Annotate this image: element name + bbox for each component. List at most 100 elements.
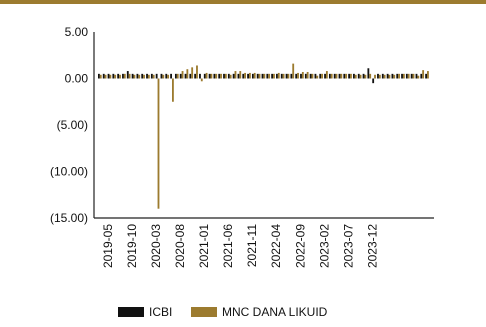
bar-mnc-dana-likuid	[234, 71, 237, 79]
bar-mnc-dana-likuid	[359, 74, 362, 79]
bar-icbi	[295, 73, 298, 79]
bar-icbi	[271, 73, 274, 79]
x-tick-label: 2019-05	[101, 224, 115, 268]
bar-mnc-dana-likuid	[354, 74, 357, 79]
bar-icbi	[242, 73, 245, 79]
bar-mnc-dana-likuid	[220, 73, 222, 79]
bar-icbi	[377, 73, 379, 79]
bar-mnc-dana-likuid	[152, 74, 155, 79]
bar-mnc-dana-likuid	[277, 72, 280, 79]
x-tick-label: 2023-12	[366, 224, 380, 268]
bar-icbi	[247, 73, 249, 79]
bar-mnc-dana-likuid	[99, 74, 102, 79]
bar-mnc-dana-likuid	[345, 73, 348, 79]
y-tick-label: (10.00)	[50, 165, 88, 179]
bar-icbi	[213, 73, 216, 79]
bar-icbi	[227, 73, 230, 79]
bar-icbi	[280, 73, 283, 79]
bar-mnc-dana-likuid	[104, 74, 107, 79]
bar-icbi	[338, 73, 341, 79]
bar-mnc-dana-likuid	[224, 73, 227, 79]
bar-icbi	[425, 73, 428, 79]
bar-mnc-dana-likuid	[311, 73, 314, 79]
bar-icbi	[107, 73, 110, 79]
bar-icbi	[261, 73, 264, 79]
x-tick-label: 2020-03	[149, 224, 163, 268]
x-tick-label: 2019-10	[125, 224, 139, 268]
bar-icbi	[367, 68, 370, 79]
bar-icbi	[357, 73, 360, 79]
bar-mnc-dana-likuid	[176, 73, 179, 79]
bar-mnc-dana-likuid	[282, 73, 285, 79]
y-tick-label: (15.00)	[50, 211, 88, 225]
bar-icbi	[179, 73, 182, 79]
bar-mnc-dana-likuid	[369, 73, 372, 79]
legend: ICBI MNC DANA LIKUID	[118, 305, 328, 319]
bar-icbi	[348, 73, 351, 79]
bar-icbi	[223, 73, 225, 79]
bar-icbi	[146, 73, 148, 79]
bar-icbi	[314, 73, 317, 79]
bar-icbi	[102, 73, 105, 79]
bar-mnc-dana-likuid	[196, 65, 198, 79]
bar-icbi	[122, 73, 124, 79]
bar-icbi	[319, 73, 322, 79]
bar-icbi	[203, 73, 206, 79]
bar-mnc-dana-likuid	[340, 73, 343, 79]
bars-group	[98, 63, 429, 209]
x-tick-label: 2020-08	[173, 224, 187, 268]
bar-mnc-dana-likuid	[350, 73, 352, 79]
bar-mnc-dana-likuid	[402, 73, 405, 79]
bar-icbi	[131, 73, 134, 79]
bar-mnc-dana-likuid	[244, 72, 247, 79]
bar-mnc-dana-likuid	[133, 74, 136, 79]
bar-mnc-dana-likuid	[200, 78, 203, 82]
bar-icbi	[420, 73, 423, 79]
bar-mnc-dana-likuid	[374, 74, 376, 79]
bar-icbi	[174, 73, 177, 79]
bar-icbi	[300, 73, 302, 79]
bar-icbi	[276, 73, 278, 79]
bar-icbi	[381, 73, 384, 79]
bar-mnc-dana-likuid	[138, 74, 141, 79]
bar-icbi	[386, 73, 389, 79]
x-tick-label: 2022-09	[293, 224, 307, 268]
bar-icbi	[372, 78, 375, 84]
x-tick-labels: 2019-05 2019-10 2020-03 2020-08 2021-01 2021-…	[101, 224, 380, 268]
bar-mnc-dana-likuid	[393, 74, 396, 79]
bar-mnc-dana-likuid	[273, 73, 275, 79]
bar-mnc-dana-likuid	[119, 74, 121, 79]
x-tick-label: 2023-07	[341, 224, 355, 268]
bar-icbi	[189, 73, 192, 79]
bar-icbi	[98, 73, 100, 79]
bar-mnc-dana-likuid	[364, 74, 367, 79]
y-tick-label: (5.00)	[57, 118, 88, 132]
legend-swatch-mnc-dana-likuid	[191, 307, 217, 317]
bar-mnc-dana-likuid	[263, 73, 266, 79]
bar-mnc-dana-likuid	[253, 72, 256, 79]
bar-mnc-dana-likuid	[378, 74, 381, 79]
bar-mnc-dana-likuid	[248, 72, 251, 79]
x-tick-label: 2022-04	[269, 224, 283, 268]
bar-mnc-dana-likuid	[162, 74, 165, 79]
bar-icbi	[391, 73, 394, 79]
bar-mnc-dana-likuid	[215, 73, 218, 79]
bar-mnc-dana-likuid	[388, 74, 391, 79]
bar-mnc-dana-likuid	[407, 73, 410, 79]
bar-icbi	[415, 73, 418, 79]
y-tick-labels: 5.00 0.00 (5.00) (10.00) (15.00)	[50, 25, 88, 225]
bar-icbi	[150, 73, 153, 79]
bar-icbi	[396, 73, 399, 79]
bar-mnc-dana-likuid	[123, 73, 126, 79]
bar-icbi	[309, 73, 312, 79]
bar-mnc-dana-likuid	[316, 75, 319, 79]
bar-icbi	[401, 73, 403, 79]
bar-mnc-dana-likuid	[306, 71, 309, 79]
bar-icbi	[160, 73, 163, 79]
bar-icbi	[126, 71, 129, 79]
bar-icbi	[184, 73, 187, 79]
legend-label-mnc-dana-likuid: MNC DANA LIKUID	[222, 305, 328, 319]
bar-mnc-dana-likuid	[167, 74, 170, 79]
bar-icbi	[237, 73, 240, 79]
